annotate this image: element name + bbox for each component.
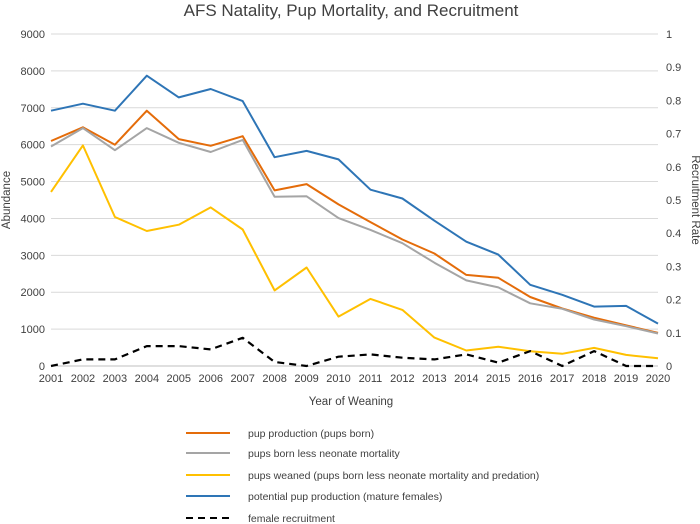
legend-label: pups born less neonate mortality — [248, 448, 401, 460]
y-tick-label: 0 — [39, 361, 45, 373]
y2-tick-label: 0.8 — [666, 95, 681, 107]
series-line-1 — [50, 109, 659, 334]
series-line-2 — [50, 127, 659, 335]
x-tick-label: 2015 — [486, 373, 510, 385]
x-tick-label: 2018 — [582, 373, 606, 385]
x-tick-label: 2014 — [454, 373, 478, 385]
y2-tick-label: 0.3 — [666, 261, 681, 273]
y-tick-label: 2000 — [21, 287, 45, 299]
y-tick-label: 5000 — [21, 177, 45, 189]
x-axis-ticks: 2001 2002 2003 2004 2005 2006 2007 2008 2009 2010… — [39, 373, 670, 385]
x-tick-label: 2010 — [326, 373, 350, 385]
y-tick-label: 1000 — [21, 324, 45, 336]
x-tick-label: 2001 — [39, 373, 63, 385]
y-tick-label: 3000 — [21, 250, 45, 262]
x-tick-label: 2013 — [422, 373, 446, 385]
x-tick-label: 2019 — [614, 373, 638, 385]
y-tick-label: 9000 — [21, 29, 45, 41]
series-line-5 — [50, 336, 658, 368]
x-tick-label: 2006 — [198, 373, 222, 385]
y2-tick-label: 0.9 — [666, 62, 681, 74]
y-axis-label: Abundance — [1, 171, 13, 229]
chart-title: AFS Natality, Pup Mortality, and Recruit… — [184, 1, 519, 20]
y2-tick-label: 0.5 — [666, 195, 681, 207]
y-tick-label: 6000 — [21, 140, 45, 152]
series-line-4 — [50, 74, 659, 325]
x-tick-label: 2002 — [71, 373, 95, 385]
x-tick-label: 2012 — [390, 373, 414, 385]
x-tick-label: 2003 — [103, 373, 127, 385]
y2-tick-label: 0.4 — [666, 228, 681, 240]
y2-tick-label: 0 — [666, 361, 672, 373]
y2-axis-ticks: 0 0.1 0.2 0.3 0.4 0.5 0.6 0.7 0.8 0.9 1 — [666, 29, 681, 373]
x-axis-label: Year of Weaning — [309, 396, 393, 408]
x-tick-label: 2009 — [294, 373, 318, 385]
y2-tick-label: 0.7 — [666, 129, 681, 141]
y-axis-ticks: 0 1000 2000 3000 4000 5000 6000 7000 8000 9000 — [21, 29, 45, 373]
y2-tick-label: 0.6 — [666, 162, 681, 174]
y2-axis-label: Recruitment Rate — [689, 155, 700, 244]
x-tick-label: 2016 — [518, 373, 542, 385]
x-tick-label: 2017 — [550, 373, 574, 385]
y-tick-label: 8000 — [21, 66, 45, 78]
y-tick-label: 4000 — [21, 213, 45, 225]
y2-tick-label: 1 — [666, 29, 672, 41]
x-tick-label: 2020 — [646, 373, 670, 385]
y2-tick-label: 0.1 — [666, 328, 681, 340]
legend-label: pups weaned (pups born less neonate mort… — [248, 470, 539, 482]
legend-label: female recruitment — [248, 513, 335, 524]
x-tick-label: 2008 — [262, 373, 286, 385]
x-tick-label: 2007 — [230, 373, 254, 385]
x-tick-label: 2011 — [359, 373, 383, 385]
legend-label: potential pup production (mature females… — [248, 491, 442, 503]
x-tick-label: 2005 — [167, 373, 191, 385]
x-tick-label: 2004 — [135, 373, 159, 385]
gridlines — [51, 33, 658, 330]
y-tick-label: 7000 — [21, 103, 45, 115]
legend-label: pup production (pups born) — [248, 428, 374, 440]
y2-tick-label: 0.2 — [666, 295, 681, 307]
series-lines — [50, 74, 659, 368]
series-line-3 — [50, 144, 659, 360]
legend: pup production (pups born) pups born less… — [186, 428, 539, 524]
